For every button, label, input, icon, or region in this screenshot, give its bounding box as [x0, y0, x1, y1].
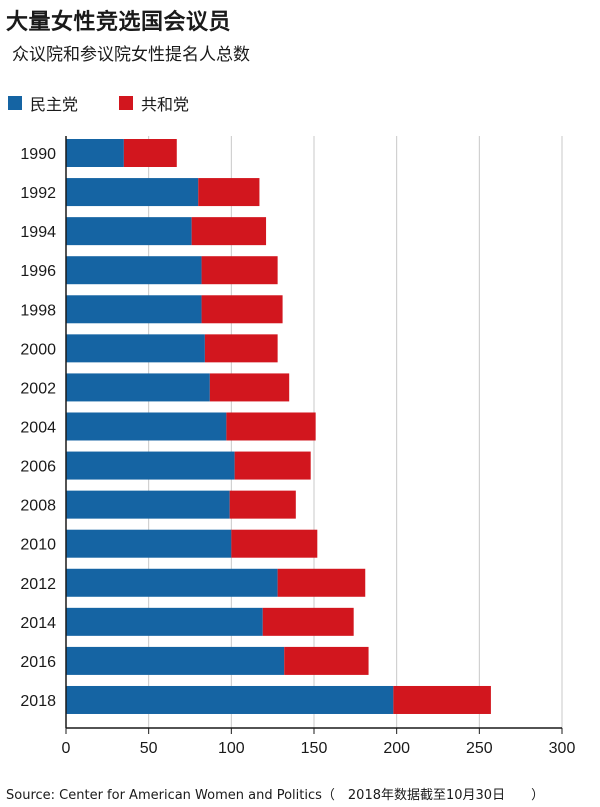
bar-democrat-1992 [66, 178, 199, 207]
bar-democrat-2002 [66, 373, 210, 402]
x-tick-label-0: 0 [62, 740, 71, 757]
legend-swatch-republican [119, 96, 133, 110]
bar-democrat-2014 [66, 607, 263, 636]
y-tick-label-1990: 1990 [20, 146, 56, 163]
bar-republican-2008 [229, 490, 296, 519]
bar-republican-1994 [191, 217, 267, 246]
x-tick-label-200: 200 [383, 740, 410, 757]
x-tick-label-150: 150 [301, 740, 328, 757]
y-tick-label-2018: 2018 [20, 693, 56, 710]
y-tick-label-2010: 2010 [20, 537, 56, 554]
bar-republican-2002 [209, 373, 290, 402]
x-tick-label-250: 250 [466, 740, 493, 757]
x-tick-label-50: 50 [140, 740, 158, 757]
y-tick-label-1996: 1996 [20, 263, 56, 280]
bar-democrat-1998 [66, 295, 202, 324]
y-tick-label-2000: 2000 [20, 341, 56, 358]
legend-republican: 共和党 [119, 91, 189, 115]
source-note: Source: Center for American Women and Po… [6, 788, 545, 803]
y-tick-label-2002: 2002 [20, 380, 56, 397]
y-tick-label-2008: 2008 [20, 498, 56, 515]
bar-republican-1996 [201, 256, 278, 285]
bar-democrat-2016 [66, 646, 285, 675]
legend-democrat: 民主党 [8, 91, 78, 115]
bar-republican-2012 [277, 568, 366, 597]
y-tick-label-1998: 1998 [20, 302, 56, 319]
bar-democrat-2008 [66, 490, 230, 519]
bar-republican-2004 [226, 412, 316, 441]
bar-democrat-2018 [66, 685, 394, 714]
bar-democrat-1990 [66, 139, 124, 167]
bar-democrat-1996 [66, 256, 202, 285]
y-tick-label-2004: 2004 [20, 419, 56, 436]
chart-title: 大量女性竞选国会议员 [6, 10, 232, 35]
y-tick-label-1994: 1994 [20, 224, 56, 241]
chart-subtitle: 众议院和参议院女性提名人总数 [12, 45, 250, 65]
x-tick-label-100: 100 [218, 740, 245, 757]
bar-republican-2010 [231, 529, 318, 558]
bar-republican-1992 [198, 178, 260, 207]
y-tick-label-2012: 2012 [20, 576, 56, 593]
bar-republican-2000 [204, 334, 278, 363]
bar-republican-1990 [123, 139, 177, 167]
bar-democrat-2010 [66, 529, 232, 558]
bar-republican-1998 [201, 295, 283, 324]
x-tick-label-300: 300 [549, 740, 576, 757]
bar-republican-2016 [284, 646, 369, 675]
bar-republican-2018 [393, 685, 491, 714]
bar-democrat-1994 [66, 217, 192, 246]
y-tick-label-2016: 2016 [20, 654, 56, 671]
bar-democrat-2006 [66, 451, 235, 480]
bar-democrat-2004 [66, 412, 227, 441]
y-tick-label-2014: 2014 [20, 615, 56, 632]
bar-republican-2006 [234, 451, 311, 480]
bar-democrat-2012 [66, 568, 278, 597]
bar-democrat-2000 [66, 334, 205, 363]
y-tick-label-2006: 2006 [20, 459, 56, 476]
legend-swatch-democrat [8, 96, 22, 110]
legend-label-republican: 共和党 [141, 95, 190, 114]
legend-label-democrat: 民主党 [30, 95, 79, 114]
y-tick-label-1992: 1992 [20, 185, 56, 202]
bar-republican-2014 [262, 607, 354, 636]
